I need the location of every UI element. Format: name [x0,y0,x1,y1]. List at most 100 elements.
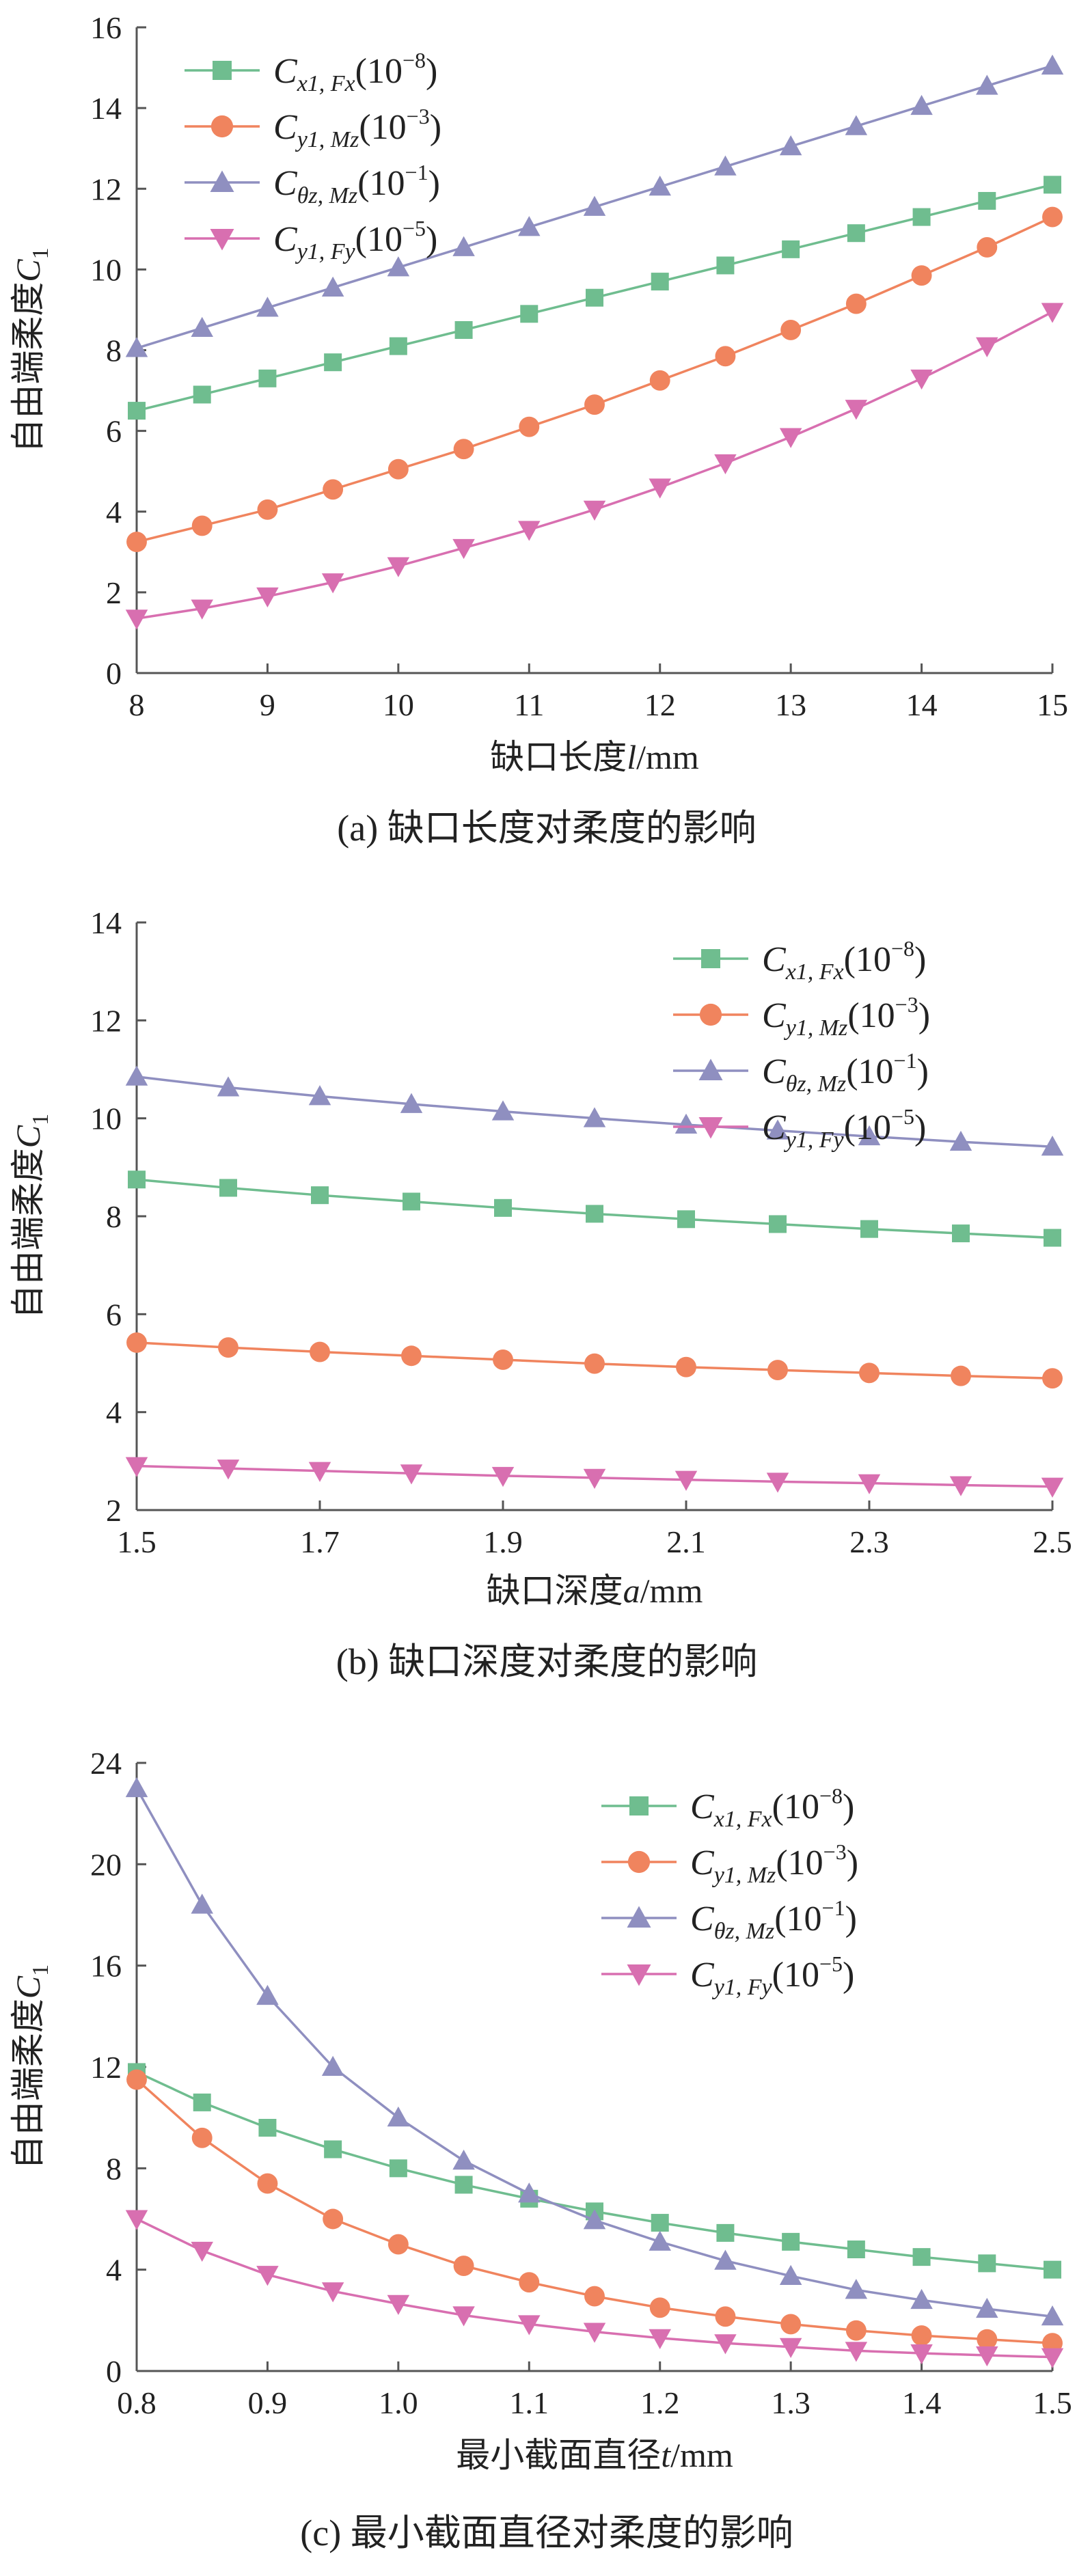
series-3 [125,1065,1064,1156]
data-point [847,2241,865,2258]
x-tick-label: 1.1 [510,2385,549,2420]
y-tick-label: 16 [90,1949,122,1984]
data-point [387,2294,410,2315]
data-point [649,370,670,391]
legend-marker [210,115,234,138]
data-point [1041,54,1064,75]
x-tick-label: 12 [644,687,676,722]
data-point [491,1100,515,1121]
data-point [321,573,344,594]
data-point [910,369,933,390]
data-point [311,1186,329,1205]
series-4 [125,2210,1064,2368]
series-1 [128,176,1061,420]
legend: Cx1, Fx(10−8) Cy1, Mz(10−3) Cθz, Mz(10−1) C… [673,936,930,1153]
data-point [649,478,671,499]
legend-marker [627,1850,651,1874]
data-point [452,2149,475,2170]
legend: Cx1, Fx(10−8) Cy1, Mz(10−3) Cθz, Mz(10−1) C… [185,48,441,264]
y-tick-label: 10 [90,1101,122,1136]
y-tick-label: 12 [90,1003,122,1038]
x-tick-label: 0.8 [117,2385,156,2420]
legend-entry: Cy1, Mz(10−3) [273,104,441,152]
figure-caption: (b) 缺口深度对柔度的影响 [336,1641,757,1682]
data-point [256,2266,279,2286]
data-point [782,2232,800,2251]
data-point [518,2315,541,2335]
y-tick-label: 10 [90,252,122,287]
x-tick-label: 13 [775,687,806,722]
figure-caption: (c) 最小截面直径对柔度的影响 [300,2512,793,2553]
series-1 [128,1170,1061,1247]
x-tick-label: 0.9 [248,2385,288,2420]
y-tick-label: 6 [106,414,122,449]
data-point [125,337,148,357]
x-tick-label: 14 [906,687,938,722]
legend-entry: Cθz, Mz(10−1) [273,160,440,208]
data-point [308,1085,331,1106]
data-point [911,2325,932,2346]
data-point [845,2279,868,2299]
data-point [779,428,802,448]
data-point [191,1893,213,1914]
y-tick-label: 8 [106,2151,122,2186]
data-point [452,538,475,560]
data-point [125,1457,148,1477]
data-point [491,1466,515,1488]
data-point [951,1365,971,1386]
data-point [387,458,409,480]
data-point [454,2176,473,2194]
x-tick-label: 11 [514,687,544,722]
data-point [714,2249,737,2270]
data-point [518,2182,541,2203]
data-point [584,394,605,415]
data-point [766,1472,789,1493]
data-point [256,587,279,608]
legend-marker [701,949,720,968]
data-point [400,1464,423,1485]
x-tick-label: 2.1 [666,1524,706,1559]
data-point [715,346,736,367]
data-point [258,2119,277,2137]
data-point [389,2159,407,2178]
x-tick-label: 1.7 [300,1524,340,1559]
legend-entry: Cy1, Mz(10−3) [690,1839,858,1888]
data-point [583,195,606,216]
data-point [125,2210,148,2230]
data-point [845,293,867,314]
x-tick-label: 8 [129,687,145,722]
data-point [583,1107,606,1127]
data-point [910,94,933,115]
data-point [583,1468,606,1489]
data-point [911,265,932,286]
legend-marker [213,61,232,80]
data-point [125,1065,148,1086]
y-tick-label: 12 [90,2050,122,2085]
data-point [191,599,213,620]
y-tick-label: 14 [90,91,122,126]
data-point [714,454,737,475]
y-tick-label: 24 [90,1746,122,1781]
data-point [191,2127,213,2148]
y-axis-label: 自由端柔度C1 [9,247,53,452]
legend-marker [698,1058,723,1080]
data-point [1041,2348,1064,2368]
data-point [949,1130,972,1151]
data-point [977,2329,998,2350]
x-tick-label: 1.4 [902,2385,942,2420]
data-point [452,2306,475,2327]
data-point [324,2140,342,2159]
data-point [1041,303,1064,323]
data-point [218,1337,239,1358]
data-point [976,2346,998,2367]
data-point [387,2234,409,2255]
x-tick-label: 9 [260,687,275,722]
series-3 [125,54,1064,357]
data-point [782,240,800,258]
data-point [256,1984,279,2005]
y-tick-label: 2 [106,1493,122,1528]
y-tick-label: 12 [90,172,122,206]
legend: Cx1, Fx(10−8) Cy1, Mz(10−3) Cθz, Mz(10−1) C… [601,1783,858,2000]
data-point [677,1210,695,1229]
